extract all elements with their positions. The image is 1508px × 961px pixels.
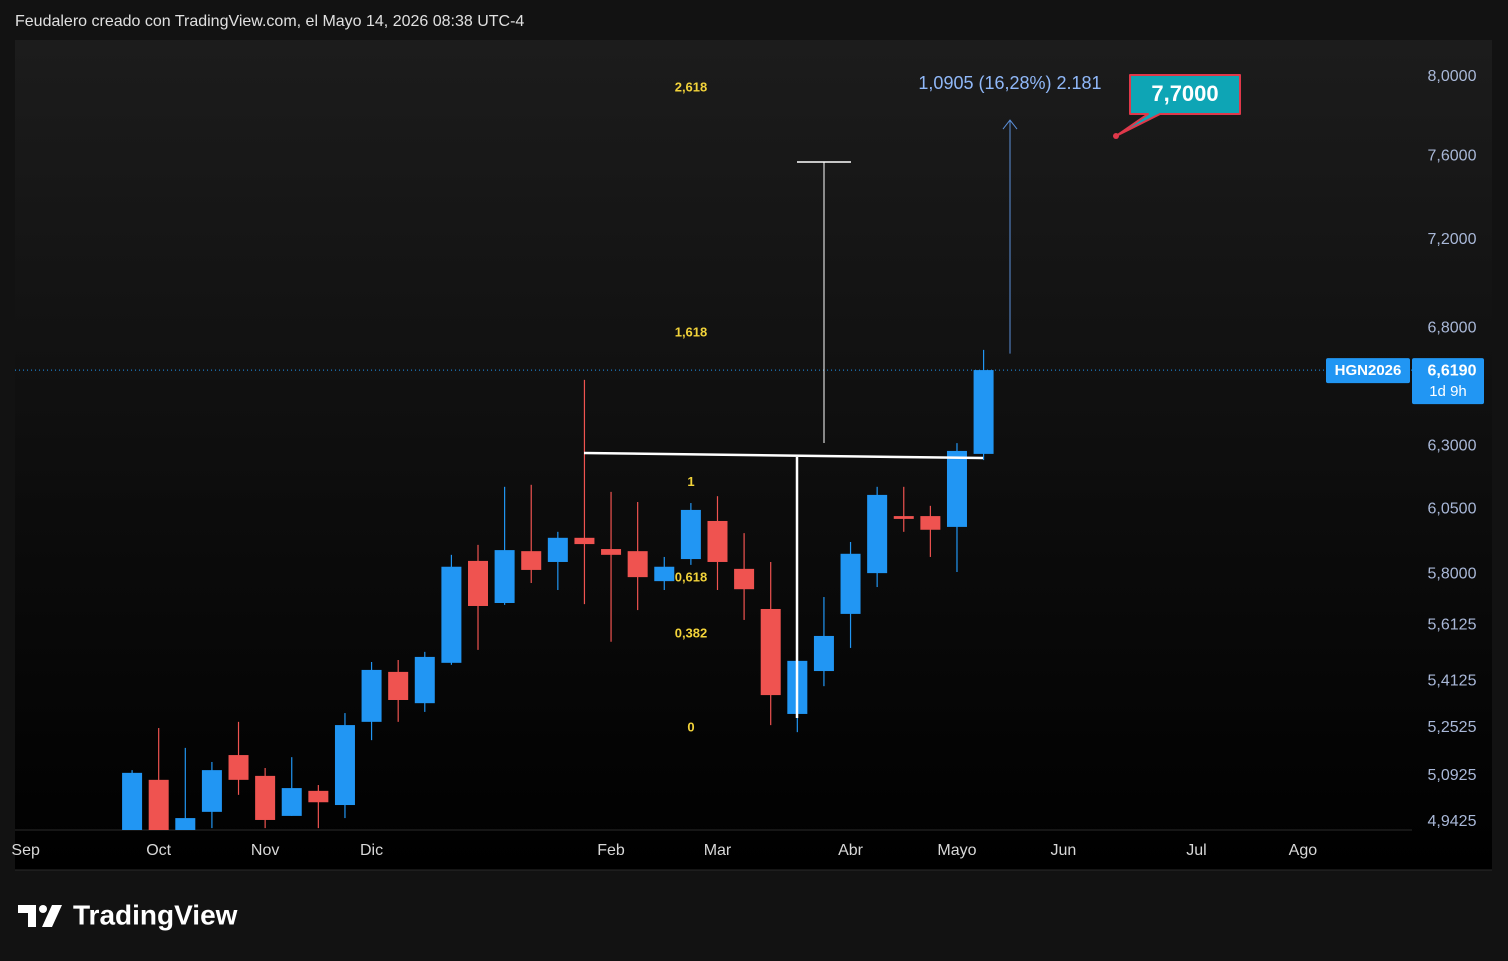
y-tick-label: 6,8000 [1428, 320, 1477, 337]
x-tick-label: Nov [251, 842, 279, 859]
candle-body [441, 566, 462, 663]
candle-body [361, 669, 382, 722]
candle-body [920, 516, 941, 530]
candle-body [334, 725, 355, 806]
candle-body [494, 550, 515, 603]
x-tick-label: Jun [1051, 842, 1077, 859]
candle-body [627, 551, 648, 578]
price-tag [1412, 358, 1484, 405]
overlay: 2,618 1,618 1 0,618 0,382 0 1,0905 (16,28%) 2.… [675, 73, 1241, 734]
chart-title: Feudalero creado con TradingView.com, el… [15, 13, 524, 30]
candle-body [255, 775, 276, 820]
symbol-tag [1326, 358, 1410, 384]
candle-body [840, 553, 861, 614]
x-tick-label: Abr [838, 842, 864, 859]
arrow-head [1002, 119, 1018, 130]
fib-level-label: 1 [687, 474, 694, 489]
fib-level-label: 0 [687, 719, 694, 734]
callout-box [1115, 74, 1241, 138]
candle-body [148, 779, 169, 830]
candle-body [175, 818, 196, 830]
x-tick-label: Oct [146, 842, 171, 859]
candle-body [281, 788, 302, 816]
callout-point [1113, 133, 1119, 140]
x-tick-label: Mar [704, 842, 732, 859]
brand-name: TradingView [73, 899, 238, 930]
candle-body [468, 560, 489, 606]
candle-body [654, 566, 675, 582]
candle-body [867, 494, 888, 574]
y-tick-label: 5,0925 [1428, 767, 1477, 784]
x-tick-label: Ago [1289, 842, 1318, 859]
candle-body [521, 551, 542, 570]
y-tick-label: 4,9425 [1428, 813, 1477, 830]
countdown-label: 1d 9h [1429, 383, 1467, 400]
logo: TradingView [18, 899, 238, 930]
fib-level-label: 1,618 [675, 324, 708, 339]
y-tick-label: 5,2525 [1428, 719, 1477, 736]
candle-body [122, 772, 143, 830]
candle-body [973, 370, 994, 454]
drawings [583, 161, 984, 718]
candle-body [946, 450, 967, 527]
x-tick-label: Feb [597, 842, 625, 859]
candle-body [228, 755, 249, 780]
plot-area [15, 349, 1412, 830]
measure-label: 1,0905 (16,28%) 2.181 [918, 73, 1101, 93]
y-tick-label: 6,0500 [1428, 500, 1477, 517]
trend-line [583, 451, 984, 460]
y-tick-label: 8,0000 [1428, 68, 1477, 85]
candle-body [734, 568, 755, 590]
x-tick-label: Sep [11, 842, 40, 859]
candle-body [547, 537, 568, 562]
candle-body [680, 509, 701, 560]
x-tick-label: Jul [1186, 842, 1206, 859]
symbol-label: HGN2026 [1335, 362, 1402, 379]
candle-body [414, 656, 435, 704]
x-tick-label: Dic [360, 842, 383, 859]
candle-body [813, 635, 834, 672]
candle-body [201, 770, 222, 812]
fib-level-label: 0,618 [675, 569, 708, 584]
y-tick-label: 7,2000 [1428, 231, 1477, 248]
candle-body [574, 537, 595, 545]
x-tick-label: Mayo [937, 842, 976, 859]
y-tick-label: 5,8000 [1428, 566, 1477, 583]
candle-body [388, 671, 409, 700]
fib-level-label: 0,382 [675, 625, 708, 640]
y-tick-label: 6,3000 [1428, 438, 1477, 455]
y-tick-label: 7,6000 [1428, 147, 1477, 164]
target-label: 7,7000 [1151, 81, 1218, 106]
candle-body [707, 520, 728, 562]
logo-mark [39, 905, 47, 913]
price-label: 6,6190 [1428, 362, 1477, 379]
logo-mark [42, 905, 62, 927]
y-tick-label: 5,6125 [1428, 617, 1477, 634]
logo-mark [18, 905, 36, 927]
candle-body [601, 549, 622, 555]
candle-body [308, 790, 329, 803]
candle-body [760, 608, 781, 696]
candle-body [893, 516, 914, 519]
fib-level-label: 2,618 [675, 79, 708, 94]
y-tick-label: 5,4125 [1428, 673, 1477, 690]
